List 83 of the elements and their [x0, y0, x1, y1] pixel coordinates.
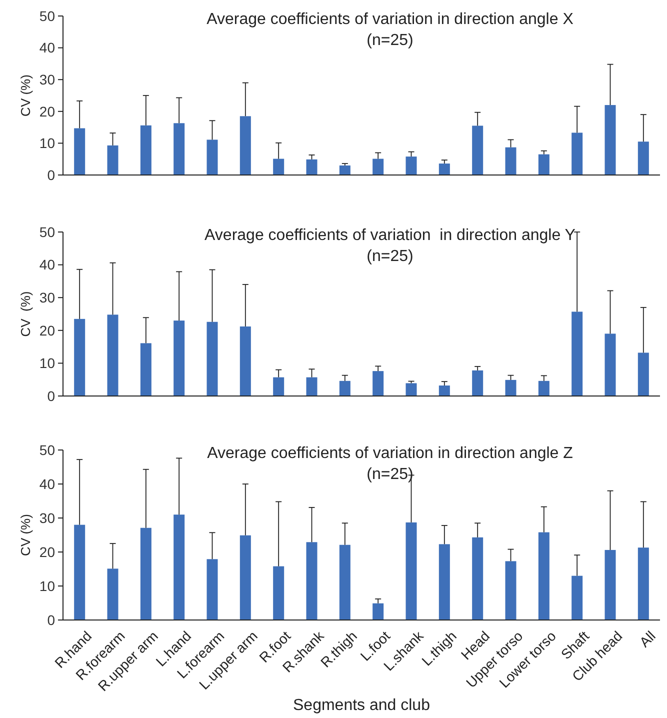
bar	[206, 322, 218, 396]
bar	[306, 377, 318, 396]
bar	[472, 537, 484, 620]
bar	[74, 128, 86, 175]
y-tick-label: 20	[39, 103, 56, 120]
text: (n=25)	[366, 248, 414, 265]
bar	[572, 576, 583, 620]
text: (n=25)	[366, 466, 414, 483]
x-tick-label: All	[636, 628, 658, 650]
bar	[273, 158, 284, 175]
bar	[438, 164, 450, 175]
bar	[472, 126, 484, 175]
bar	[206, 559, 218, 620]
bar	[174, 514, 185, 620]
bar	[538, 380, 550, 396]
y-axis-title: CV (%)	[18, 514, 33, 556]
bar	[604, 550, 616, 620]
bar	[406, 522, 417, 620]
bar	[273, 566, 284, 620]
bar	[638, 142, 649, 175]
bar	[140, 528, 152, 620]
bar	[604, 334, 616, 396]
y-axis-title: CV (%)	[18, 74, 33, 116]
bar	[604, 105, 616, 175]
bar	[306, 159, 318, 175]
y-tick-label: 30	[39, 72, 56, 88]
y-tick-label: 10	[39, 578, 56, 594]
y-tick-label: 40	[39, 476, 56, 492]
y-tick-label: 20	[39, 322, 56, 338]
y-tick-label: 40	[39, 40, 56, 56]
bar	[107, 314, 118, 396]
bar	[406, 383, 417, 396]
bar	[505, 380, 516, 396]
bar	[240, 326, 251, 396]
bar	[505, 147, 516, 175]
chart-title: Average coefficients of variation in direction angle X	[206, 11, 574, 28]
bar	[538, 154, 550, 175]
bar	[339, 380, 350, 396]
bar	[140, 125, 152, 175]
bar	[372, 158, 384, 175]
y-tick-label: 0	[47, 388, 56, 404]
x-axis-title: Segments and club	[293, 697, 430, 714]
y-tick-label: 50	[39, 8, 56, 24]
bar	[74, 524, 86, 620]
bar	[240, 535, 251, 620]
y-tick-label: 40	[39, 256, 56, 273]
bar	[438, 544, 450, 620]
bar	[339, 165, 350, 175]
y-tick-label: 30	[39, 510, 56, 526]
bar	[206, 140, 218, 175]
bar	[306, 542, 318, 620]
bar	[505, 561, 516, 620]
text: (n=25)	[366, 32, 414, 49]
bar	[174, 123, 185, 175]
bar	[572, 312, 583, 396]
bar	[638, 352, 649, 396]
bar	[240, 116, 251, 175]
y-tick-label: 10	[39, 355, 56, 372]
bar	[107, 568, 118, 620]
chart-title: Average coefficients of variation in direction angle Z	[207, 445, 574, 462]
bar	[372, 371, 384, 396]
bar	[538, 532, 550, 620]
y-tick-label: 10	[39, 135, 56, 152]
bar	[140, 343, 152, 396]
bar	[74, 318, 86, 396]
y-tick-label: 0	[47, 612, 56, 628]
y-axis-title: CV (%)	[18, 291, 33, 337]
bar	[638, 548, 649, 620]
y-tick-label: 20	[39, 544, 56, 560]
bar	[273, 377, 284, 396]
bar	[472, 370, 484, 396]
bar	[572, 132, 583, 175]
y-tick-label: 50	[39, 442, 56, 458]
y-tick-label: 0	[47, 166, 56, 183]
chart-title: Average coefficients of variation in direction angle Y	[204, 227, 576, 244]
y-tick-label: 30	[39, 290, 56, 306]
bar	[406, 156, 417, 175]
y-tick-label: 50	[39, 224, 56, 240]
bar	[174, 320, 185, 396]
bar	[372, 603, 384, 620]
bar	[438, 386, 450, 396]
bar	[339, 544, 350, 620]
bar	[107, 145, 118, 175]
